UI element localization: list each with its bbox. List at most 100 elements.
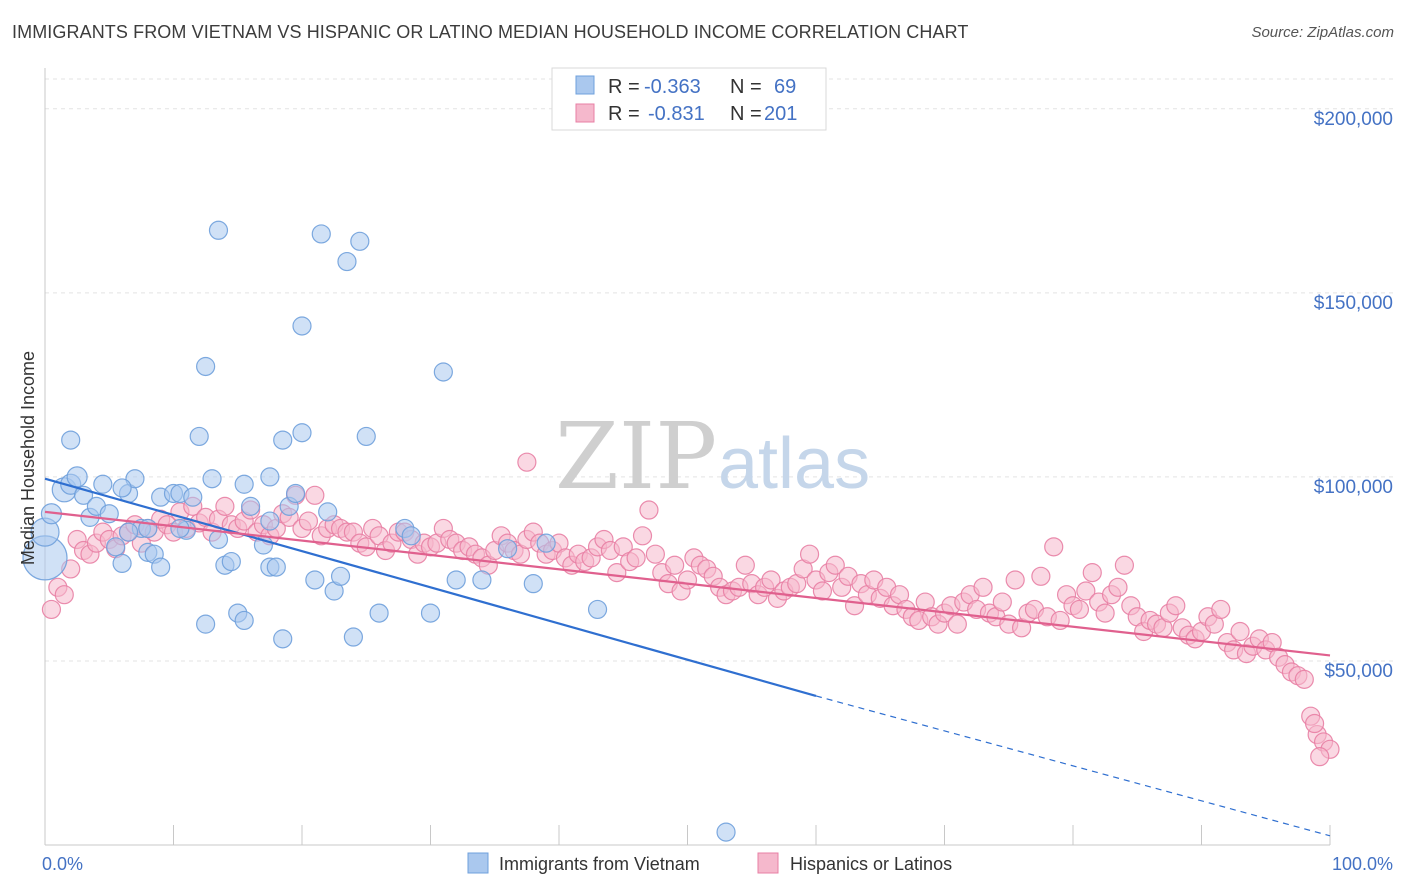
- hispanic-point-94: [645, 544, 665, 564]
- y-tick-labels: $50,000 $100,000 $150,000 $200,000: [1314, 109, 1393, 682]
- hispanic-point-118: [799, 544, 820, 564]
- vietnam-point-28: [183, 487, 203, 507]
- vietnam-point-29: [189, 426, 209, 447]
- hispanic-point-201: [1304, 713, 1325, 734]
- legend-swatch-vietnam: [575, 75, 595, 95]
- legend-r-label-vietnam: R =: [608, 76, 640, 98]
- vietnam-point-70: [311, 224, 331, 244]
- legend-r-value-vietnam: -0.363: [644, 76, 701, 98]
- stats-legend: R = -0.363 N = 69 R = -0.831 N = 201: [551, 67, 827, 131]
- hispanic-point-160: [1069, 599, 1090, 620]
- vietnam-point-12: [106, 537, 126, 557]
- watermark: ZIP atlas: [555, 403, 870, 510]
- legend-n-label-hispanic: N =: [730, 103, 762, 125]
- hispanic-point-91: [626, 548, 646, 568]
- vietnam-point-39: [241, 496, 261, 516]
- bottom-legend-swatch-vietnam: [467, 852, 489, 874]
- hispanic-point-92: [632, 526, 653, 546]
- y-tick-label-0: $50,000: [1324, 661, 1393, 682]
- legend-n-label-vietnam: N =: [730, 76, 762, 98]
- x-tick-label-0: 0.0%: [42, 854, 83, 874]
- hispanic-point-182: [1211, 599, 1231, 620]
- hispanic-point-108: [735, 555, 755, 575]
- vietnam-point-61: [420, 603, 441, 623]
- hispanic-point-145: [973, 577, 993, 597]
- vietnam-point-20: [112, 478, 132, 498]
- hispanic-point-166: [1108, 577, 1128, 597]
- vietnam-point-50: [292, 423, 312, 443]
- vietnam-point-57: [356, 426, 376, 447]
- hispanic-point-156: [1044, 537, 1064, 557]
- trend-line-vietnam: [44, 477, 817, 697]
- legend-n-value-hispanic: 201: [764, 103, 797, 125]
- vietnam-point-52: [318, 502, 338, 522]
- source-label: Source: ZipAtlas.com: [1251, 24, 1394, 41]
- vietnam-point-64: [472, 570, 492, 590]
- hispanic-point-27: [215, 496, 235, 516]
- vietnam-point-37: [234, 474, 254, 494]
- vietnam-point-55: [337, 251, 357, 272]
- bottom-legend-label-hispanic: Hispanics or Latinos: [790, 854, 952, 874]
- trend-line-extension-vietnam: [815, 695, 1331, 837]
- vietnam-point-56: [343, 627, 363, 647]
- hispanic-point-120: [812, 581, 833, 601]
- vietnam-point-44: [266, 557, 286, 577]
- vietnam-point-54: [330, 566, 351, 586]
- y-tick-label-1: $100,000: [1314, 477, 1393, 498]
- vietnam-point-63: [446, 570, 466, 590]
- vietnam-point-67: [536, 533, 556, 553]
- hispanic-point-164: [1095, 603, 1115, 623]
- vietnam-point-65: [498, 539, 518, 559]
- y-axis-label: Median Household Income: [18, 351, 38, 565]
- hispanic-point-175: [1166, 596, 1186, 616]
- vietnam-point-30: [196, 614, 216, 634]
- vietnam-point-5: [66, 466, 88, 488]
- vietnam-point-51: [305, 570, 325, 590]
- watermark-atlas: atlas: [718, 424, 870, 504]
- hispanic-point-112: [761, 570, 781, 590]
- hispanic-point-122: [825, 555, 845, 575]
- hispanic-point-41: [305, 485, 325, 505]
- vietnam-point-41: [260, 467, 280, 487]
- vietnam-point-33: [208, 529, 229, 550]
- vietnam-point-48: [285, 483, 306, 504]
- vietnam-point-49: [292, 316, 312, 336]
- hispanic-point-202: [517, 452, 537, 472]
- vietnam-point-66: [523, 574, 543, 594]
- hispanic-point-141: [947, 614, 967, 634]
- vietnam-point-62: [433, 362, 453, 382]
- hispanic-point-154: [1031, 566, 1051, 586]
- legend-n-value-vietnam: 69: [774, 76, 796, 98]
- vietnam-point-72: [208, 220, 229, 240]
- hispanic-point-195: [1294, 669, 1314, 689]
- y-tick-label-2: $150,000: [1314, 293, 1393, 314]
- vietnam-point-45: [273, 430, 293, 450]
- hispanic-point-200: [1310, 747, 1330, 767]
- hispanic-point-0: [41, 599, 62, 620]
- vietnam-point-68: [587, 599, 608, 620]
- bottom-legend-swatch-hispanic: [757, 852, 779, 874]
- vietnam-point-42: [260, 511, 280, 531]
- vietnam-point-32: [202, 469, 222, 489]
- hispanic-point-2: [54, 585, 74, 605]
- x-tick-label-1: 100.0%: [1332, 854, 1393, 874]
- vietnam-point-58: [369, 603, 389, 623]
- hispanic-point-167: [1114, 555, 1135, 575]
- y-tick-label-3: $200,000: [1314, 109, 1393, 130]
- vietnam-point-10: [93, 474, 113, 494]
- watermark-zip: ZIP: [555, 403, 717, 510]
- hispanic-point-162: [1082, 563, 1102, 583]
- hispanic-point-97: [665, 555, 685, 575]
- vietnam-point-6: [61, 430, 81, 450]
- vietnam-point-31: [196, 356, 216, 377]
- hispanic-point-148: [992, 592, 1012, 612]
- axes: [44, 68, 1331, 846]
- legend-r-value-hispanic: -0.831: [648, 103, 705, 125]
- trend-lines: [44, 477, 1331, 837]
- vietnam-point-19: [118, 522, 139, 542]
- vietnam-point-35: [221, 551, 241, 572]
- hispanic-point-150: [1005, 570, 1025, 590]
- chart-title: IMMIGRANTS FROM VIETNAM VS HISPANIC OR L…: [12, 22, 969, 42]
- vietnam-point-60: [401, 526, 421, 546]
